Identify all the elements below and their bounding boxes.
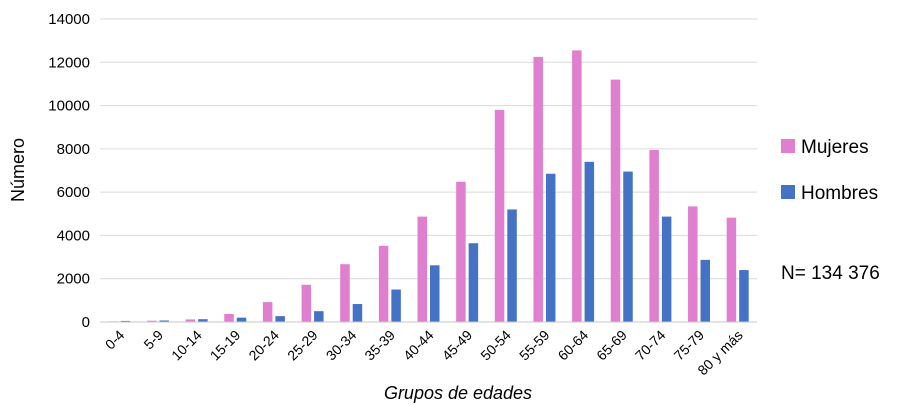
bar-mujeres-70-74 — [649, 149, 659, 322]
bar-hombres-70-74 — [661, 216, 672, 322]
y-tick-label: 12000 — [48, 54, 90, 71]
bar-hombres-35-39 — [391, 289, 401, 322]
x-tick-label: 45-49 — [439, 327, 476, 364]
bar-mujeres-80-y-más — [726, 217, 737, 322]
bar-hombres-50-54 — [507, 209, 517, 322]
bar-hombres-65-69 — [623, 171, 633, 322]
bar-mujeres-55-59 — [533, 56, 543, 322]
x-tick-label: 40-44 — [400, 327, 437, 364]
bar-mujeres-75-79 — [688, 206, 698, 322]
y-axis-ticks: 0 2000 4000 6000 8000 10000 12000 14000 — [48, 11, 90, 331]
x-tick-label: 5-9 — [140, 327, 166, 353]
x-tick-label: 25-29 — [284, 327, 321, 364]
bar-hombres-0-4 — [120, 320, 131, 322]
bar-hombres-5-9 — [159, 320, 169, 322]
x-tick-label: 35-39 — [361, 327, 398, 364]
bar-mujeres-65-69 — [610, 79, 621, 322]
x-axis-title: Grupos de edades — [384, 383, 532, 403]
x-tick-label: 20-24 — [245, 327, 282, 364]
bar-mujeres-30-34 — [340, 264, 350, 322]
bar-hombres-80-y-más — [739, 270, 749, 322]
x-tick-label: 65-69 — [593, 327, 630, 364]
bar-mujeres-40-44 — [417, 216, 427, 322]
y-axis-title: Número — [8, 138, 28, 202]
x-tick-label: 10-14 — [168, 327, 205, 364]
sample-size-note: N= 134 376 — [781, 263, 880, 284]
bar-hombres-15-19 — [236, 317, 247, 322]
x-tick-label: 30-34 — [323, 327, 360, 364]
bars — [108, 50, 749, 323]
bar-mujeres-20-24 — [262, 302, 273, 322]
bar-mujeres-15-19 — [224, 313, 234, 322]
bar-mujeres-60-64 — [572, 50, 582, 322]
x-tick-label: 15-19 — [207, 327, 244, 364]
bar-hombres-25-29 — [314, 311, 324, 322]
bar-mujeres-35-39 — [378, 245, 389, 322]
y-tick-label: 2000 — [57, 271, 90, 288]
legend-swatch-mujeres — [781, 139, 795, 153]
x-tick-label: 50-54 — [477, 327, 514, 364]
x-tick-label: 70-74 — [632, 327, 669, 364]
y-tick-label: 0 — [82, 314, 90, 331]
x-tick-label: 0-4 — [102, 327, 128, 353]
legend-label-hombres: Hombres — [801, 183, 878, 204]
legend-swatch-hombres — [781, 185, 795, 199]
x-tick-label: 55-59 — [516, 327, 553, 364]
y-tick-label: 14000 — [48, 11, 90, 28]
bar-mujeres-25-29 — [301, 284, 312, 322]
bar-hombres-55-59 — [545, 173, 556, 322]
bar-hombres-30-34 — [352, 304, 363, 322]
gridlines — [100, 18, 757, 280]
bar-hombres-45-49 — [468, 243, 479, 322]
bar-mujeres-50-54 — [494, 109, 505, 323]
y-tick-label: 10000 — [48, 98, 90, 115]
bar-hombres-40-44 — [430, 265, 440, 322]
legend-label-mujeres: Mujeres — [801, 137, 869, 158]
bar-mujeres-5-9 — [146, 320, 157, 322]
legend: Mujeres Hombres — [781, 137, 878, 204]
x-axis-ticks: 0-4 5-9 10-14 15-19 20-24 25-29 30-34 35-39 40-4… — [102, 327, 746, 379]
bar-hombres-75-79 — [700, 259, 711, 322]
y-tick-label: 6000 — [57, 184, 90, 201]
y-tick-label: 8000 — [57, 141, 90, 158]
bar-hombres-20-24 — [275, 316, 285, 322]
y-tick-label: 4000 — [57, 227, 90, 244]
bar-hombres-10-14 — [198, 319, 208, 322]
x-tick-label: 60-64 — [555, 327, 592, 364]
bar-hombres-60-64 — [584, 161, 595, 322]
bar-mujeres-10-14 — [185, 319, 196, 322]
x-tick-label: 75-79 — [671, 327, 708, 364]
bar-mujeres-45-49 — [456, 181, 466, 322]
